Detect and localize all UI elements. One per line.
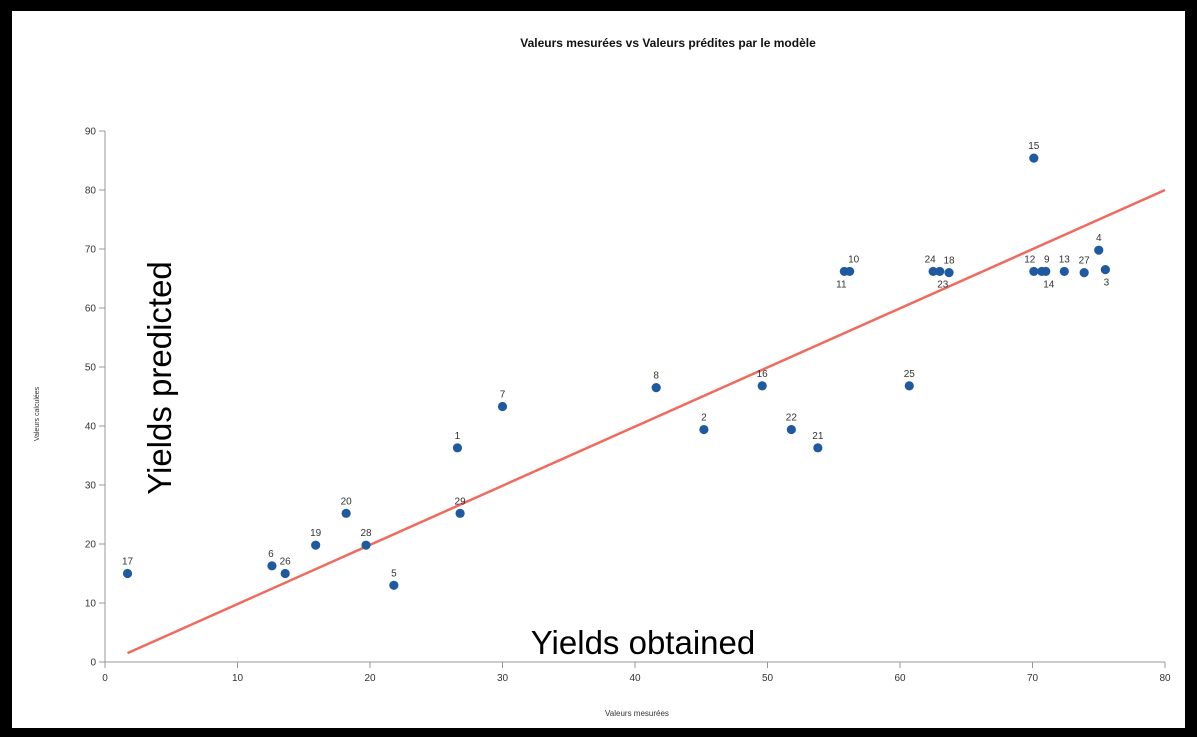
data-point: [341, 508, 351, 518]
y-tick-label: 90: [85, 127, 97, 138]
y-axis-overlay-caption: Yields predicted: [141, 261, 178, 495]
data-label: 4: [1096, 233, 1102, 244]
data-point: [757, 381, 767, 391]
x-axis-label: Valeurs mesurées: [605, 709, 669, 718]
data-point: [928, 266, 938, 277]
data-label: 10: [848, 254, 860, 265]
x-axis-overlay-caption: Yields obtained: [530, 624, 756, 661]
data-point: [1029, 153, 1039, 163]
y-tick-label: 20: [85, 540, 97, 551]
x-tick-label: 80: [1159, 673, 1171, 684]
x-tick-label: 40: [629, 673, 641, 684]
y-tick-label: 0: [90, 658, 96, 669]
data-point: [651, 383, 661, 393]
data-label: 28: [360, 528, 372, 539]
regression-line: [127, 188, 1166, 655]
y-tick-label: 50: [85, 363, 97, 374]
data-label: 18: [943, 256, 955, 267]
data-label: 23: [937, 279, 949, 290]
data-label: 13: [1059, 254, 1071, 265]
data-label: 8: [653, 371, 659, 382]
data-label: 3: [1104, 278, 1110, 289]
data-point: [452, 443, 463, 453]
data-label: 20: [341, 496, 353, 507]
data-label: 9: [1044, 254, 1050, 265]
points-layer: 1762619202851297821622211110252423181512…: [122, 141, 1110, 590]
x-tick-label: 20: [364, 673, 376, 684]
data-label: 27: [1079, 256, 1091, 267]
data-label: 7: [500, 390, 506, 401]
data-label: 6: [268, 549, 274, 560]
data-point: [1041, 266, 1051, 277]
data-point: [935, 266, 945, 277]
y-axis-label: Valeurs calculées: [34, 386, 41, 441]
data-point: [1029, 266, 1039, 277]
data-point: [845, 266, 855, 277]
data-point: [280, 568, 290, 579]
x-tick-label: 70: [1027, 673, 1039, 684]
data-point: [786, 424, 796, 435]
y-tick-label: 70: [85, 245, 97, 256]
data-point: [497, 401, 508, 412]
data-point: [1100, 265, 1110, 275]
data-point: [699, 424, 709, 435]
data-point: [813, 443, 823, 453]
data-point: [122, 568, 133, 579]
data-label: 26: [280, 557, 292, 568]
x-tick-label: 0: [102, 673, 108, 684]
data-label: 25: [904, 369, 916, 380]
data-point: [1094, 245, 1104, 255]
data-point: [361, 540, 371, 550]
data-point: [389, 580, 399, 590]
data-label: 21: [812, 431, 824, 442]
fit-line-layer: [127, 188, 1166, 655]
scatter-chart: Valeurs mesurées vs Valeurs prédites par…: [34, 36, 1171, 718]
y-tick-label: 40: [85, 422, 97, 433]
data-label: 2: [701, 413, 707, 424]
y-tick-label: 30: [85, 481, 97, 492]
x-tick-label: 50: [762, 673, 774, 684]
data-point: [944, 268, 954, 278]
y-tick-label: 10: [85, 599, 97, 610]
x-tick-label: 60: [894, 673, 906, 684]
data-point: [1059, 266, 1069, 277]
data-point: [904, 381, 914, 391]
x-tick-label: 30: [497, 673, 509, 684]
data-label: 24: [925, 254, 937, 265]
x-tick-label: 10: [232, 673, 244, 684]
chart-frame: Valeurs mesurées vs Valeurs prédites par…: [12, 11, 1185, 728]
y-tick-label: 60: [85, 304, 97, 315]
data-label: 15: [1028, 141, 1040, 152]
axes: 0 10 20 30 40 50 60 70 80 90 0 10 20 30 40 50 60 70 80: [85, 127, 1171, 685]
data-label: 16: [757, 369, 769, 380]
data-label: 19: [310, 528, 322, 539]
data-label: 22: [786, 413, 798, 424]
chart-title: Valeurs mesurées vs Valeurs prédites par…: [520, 36, 816, 50]
data-point: [311, 540, 321, 550]
data-label: 12: [1024, 254, 1036, 265]
data-label: 5: [391, 568, 397, 579]
data-label: 11: [836, 279, 847, 290]
data-point: [1079, 268, 1089, 278]
data-label: 14: [1043, 279, 1055, 290]
y-tick-label: 80: [85, 186, 97, 197]
data-label: 17: [122, 557, 134, 568]
data-label: 29: [455, 496, 467, 507]
data-point: [455, 508, 465, 518]
data-point: [267, 561, 277, 571]
data-label: 1: [455, 431, 461, 442]
